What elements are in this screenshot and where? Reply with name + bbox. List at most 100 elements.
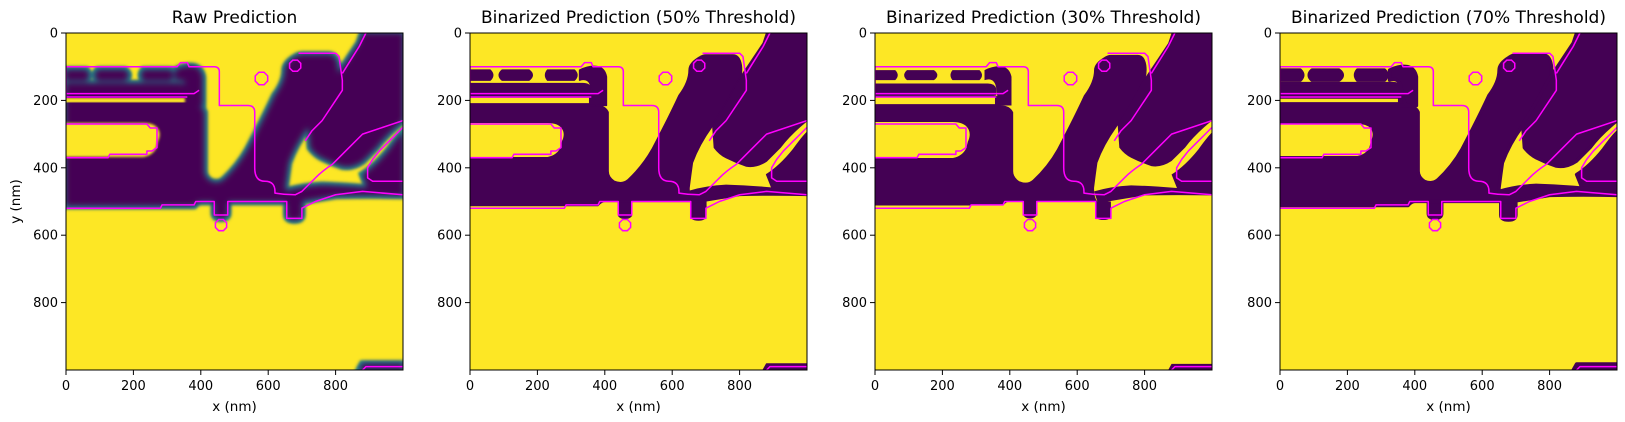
design-contour-hole — [658, 71, 673, 86]
y-tick-label: 800 — [842, 296, 867, 311]
design-contour — [66, 61, 403, 196]
design-contour — [875, 66, 997, 98]
design-contour-hole — [1063, 71, 1078, 86]
x-tick-label: 0 — [62, 379, 70, 394]
x-tick-label: 400 — [997, 379, 1022, 394]
x-tick-label: 200 — [525, 379, 550, 394]
y-tick-label: 200 — [842, 94, 867, 109]
design-contour — [1580, 126, 1617, 183]
design-contour — [1512, 52, 1558, 142]
design-contour-hole — [1502, 59, 1516, 73]
design-contour-hole — [1428, 218, 1442, 232]
prediction-region — [1117, 33, 1212, 167]
y-tick-label: 800 — [33, 296, 58, 311]
x-tick-label: 600 — [256, 379, 281, 394]
prediction-region — [1171, 132, 1212, 195]
prediction-region — [1499, 199, 1518, 222]
design-contour — [1280, 123, 1372, 159]
design-contour — [341, 33, 367, 74]
design-contour — [470, 66, 592, 98]
design-contour — [470, 61, 807, 196]
panel-4: Binarized Prediction (70% Threshold) 0 200… — [1247, 8, 1618, 415]
x-tick-label: 800 — [727, 379, 752, 394]
x-tick-label: 800 — [1132, 379, 1157, 394]
prediction-region — [470, 69, 494, 81]
x-axis-label: x (nm) — [1021, 399, 1066, 415]
prediction-region — [544, 69, 578, 81]
prediction-region — [1095, 201, 1111, 221]
y-tick-label: 400 — [842, 161, 867, 176]
panel-3: Binarized Prediction (30% Threshold) 0 200… — [842, 8, 1213, 415]
design-contour — [366, 126, 403, 183]
design-contour — [66, 123, 158, 159]
design-contour-hole — [254, 71, 269, 86]
design-contour — [875, 61, 1212, 196]
design-contour — [1280, 66, 1402, 98]
design-contour — [1555, 33, 1581, 74]
x-tick-label: 0 — [871, 379, 879, 394]
prediction-region — [498, 69, 534, 81]
design-contour — [66, 190, 403, 220]
y-tick-label: 0 — [859, 27, 867, 42]
panel-title: Binarized Prediction (70% Threshold) — [1291, 8, 1606, 28]
x-axis-label: x (nm) — [212, 399, 257, 415]
prediction-region — [66, 54, 339, 207]
prediction-region — [950, 70, 982, 81]
design-contour — [1107, 52, 1153, 142]
prediction-region — [690, 200, 707, 221]
y-tick-label: 0 — [50, 27, 58, 42]
y-tick-label: 800 — [1247, 296, 1272, 311]
axes-frame — [1279, 32, 1618, 371]
prediction-region — [1307, 68, 1345, 82]
heatmap-image — [1280, 33, 1617, 370]
axes-frame — [874, 32, 1213, 371]
prediction-gap — [1280, 98, 1398, 103]
prediction-gap — [66, 97, 185, 104]
y-tick-label: 0 — [454, 27, 462, 42]
x-tick-label: 400 — [188, 379, 213, 394]
x-axis-label: x (nm) — [1426, 399, 1471, 415]
y-tick-label: 600 — [842, 229, 867, 244]
design-contour — [66, 66, 188, 98]
prediction-region — [711, 33, 807, 168]
prediction-gap — [875, 121, 970, 159]
x-tick-label: 600 — [1065, 379, 1090, 394]
x-axis-label: x (nm) — [616, 399, 661, 415]
prediction-region — [1023, 201, 1037, 219]
y-tick-label: 200 — [33, 94, 58, 109]
x-tick-label: 0 — [466, 379, 474, 394]
x-tick-label: 400 — [592, 379, 617, 394]
prediction-region — [307, 33, 403, 168]
prediction-region — [94, 69, 130, 81]
design-contour-hole — [1097, 59, 1111, 73]
prediction-region — [1280, 68, 1305, 82]
prediction-region — [1520, 33, 1617, 169]
y-tick-label: 400 — [437, 161, 462, 176]
prediction-region — [984, 66, 1012, 106]
prediction-region — [1426, 199, 1444, 221]
design-contour — [362, 365, 403, 370]
design-contour — [702, 52, 748, 142]
y-axis-label: y (nm) — [8, 179, 24, 224]
design-contour-hole — [1468, 71, 1483, 86]
heatmap-image — [470, 33, 807, 370]
prediction-region — [470, 54, 743, 207]
design-contour — [875, 190, 1212, 220]
design-contour-hole — [1023, 218, 1037, 232]
prediction-region — [66, 69, 90, 81]
y-tick-label: 800 — [437, 296, 462, 311]
prediction-region — [1280, 53, 1554, 208]
design-contour — [1576, 365, 1617, 370]
design-contour — [1175, 126, 1212, 183]
prediction-region — [875, 70, 898, 81]
design-contour — [298, 52, 344, 142]
x-tick-label: 800 — [1537, 379, 1562, 394]
prediction-region — [286, 200, 303, 221]
panel-2: Binarized Prediction (50% Threshold) 0 200… — [437, 8, 808, 415]
panel-title: Binarized Prediction (50% Threshold) — [481, 8, 796, 28]
design-contour — [1280, 190, 1617, 220]
prediction-region — [875, 83, 997, 96]
design-contour-hole — [288, 59, 302, 73]
x-tick-label: 800 — [323, 379, 348, 394]
